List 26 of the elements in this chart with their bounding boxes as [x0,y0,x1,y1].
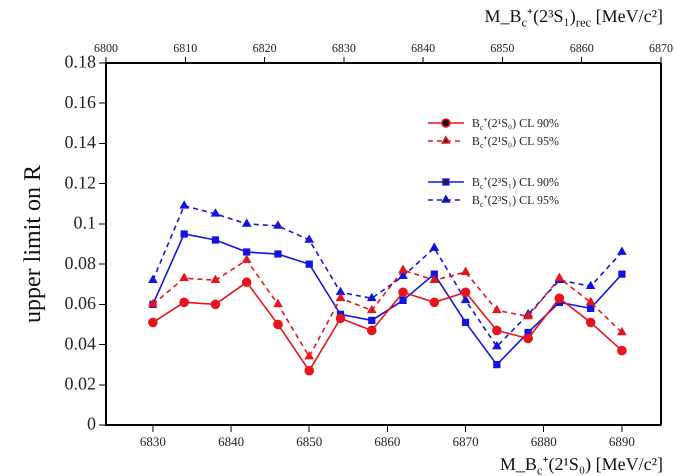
x-tick-label: 6840 [218,434,244,450]
y-tick-label: 0.08 [64,252,96,273]
y-tick-label: 0.12 [64,172,96,192]
x2-tick-label: 6810 [173,40,198,55]
x-tick-label: 6850 [296,434,322,450]
x2-tick-label: 6830 [332,40,356,55]
x2-tick-label: 6840 [411,40,436,55]
y-axis-title: upper limit on R [20,164,46,323]
x2-tick-label: 6850 [490,40,514,55]
y-tick-label: 0.16 [64,92,96,112]
y-tick-label: 0.02 [64,374,96,394]
x2-tick-label: 6800 [94,40,118,55]
x-tick-label: 6860 [374,434,400,450]
x2-tick-label: 6870 [649,40,673,55]
x2-tick-label: 6860 [570,40,594,55]
x-tick-label: 6830 [140,434,166,450]
y-tick-label: 0.1 [74,212,96,233]
y-tick-label: 0.06 [64,293,96,314]
x2-tick-label: 6820 [252,40,277,55]
y-tick-label: 0 [87,414,96,434]
y-tick-label: 0.14 [64,132,96,152]
x-tick-label: 6880 [530,434,557,450]
y-tick-label: 0.18 [64,52,96,72]
x-tick-label: 6870 [452,434,479,450]
x-tick-label: 6890 [608,434,635,450]
y-tick-label: 0.04 [64,333,96,354]
